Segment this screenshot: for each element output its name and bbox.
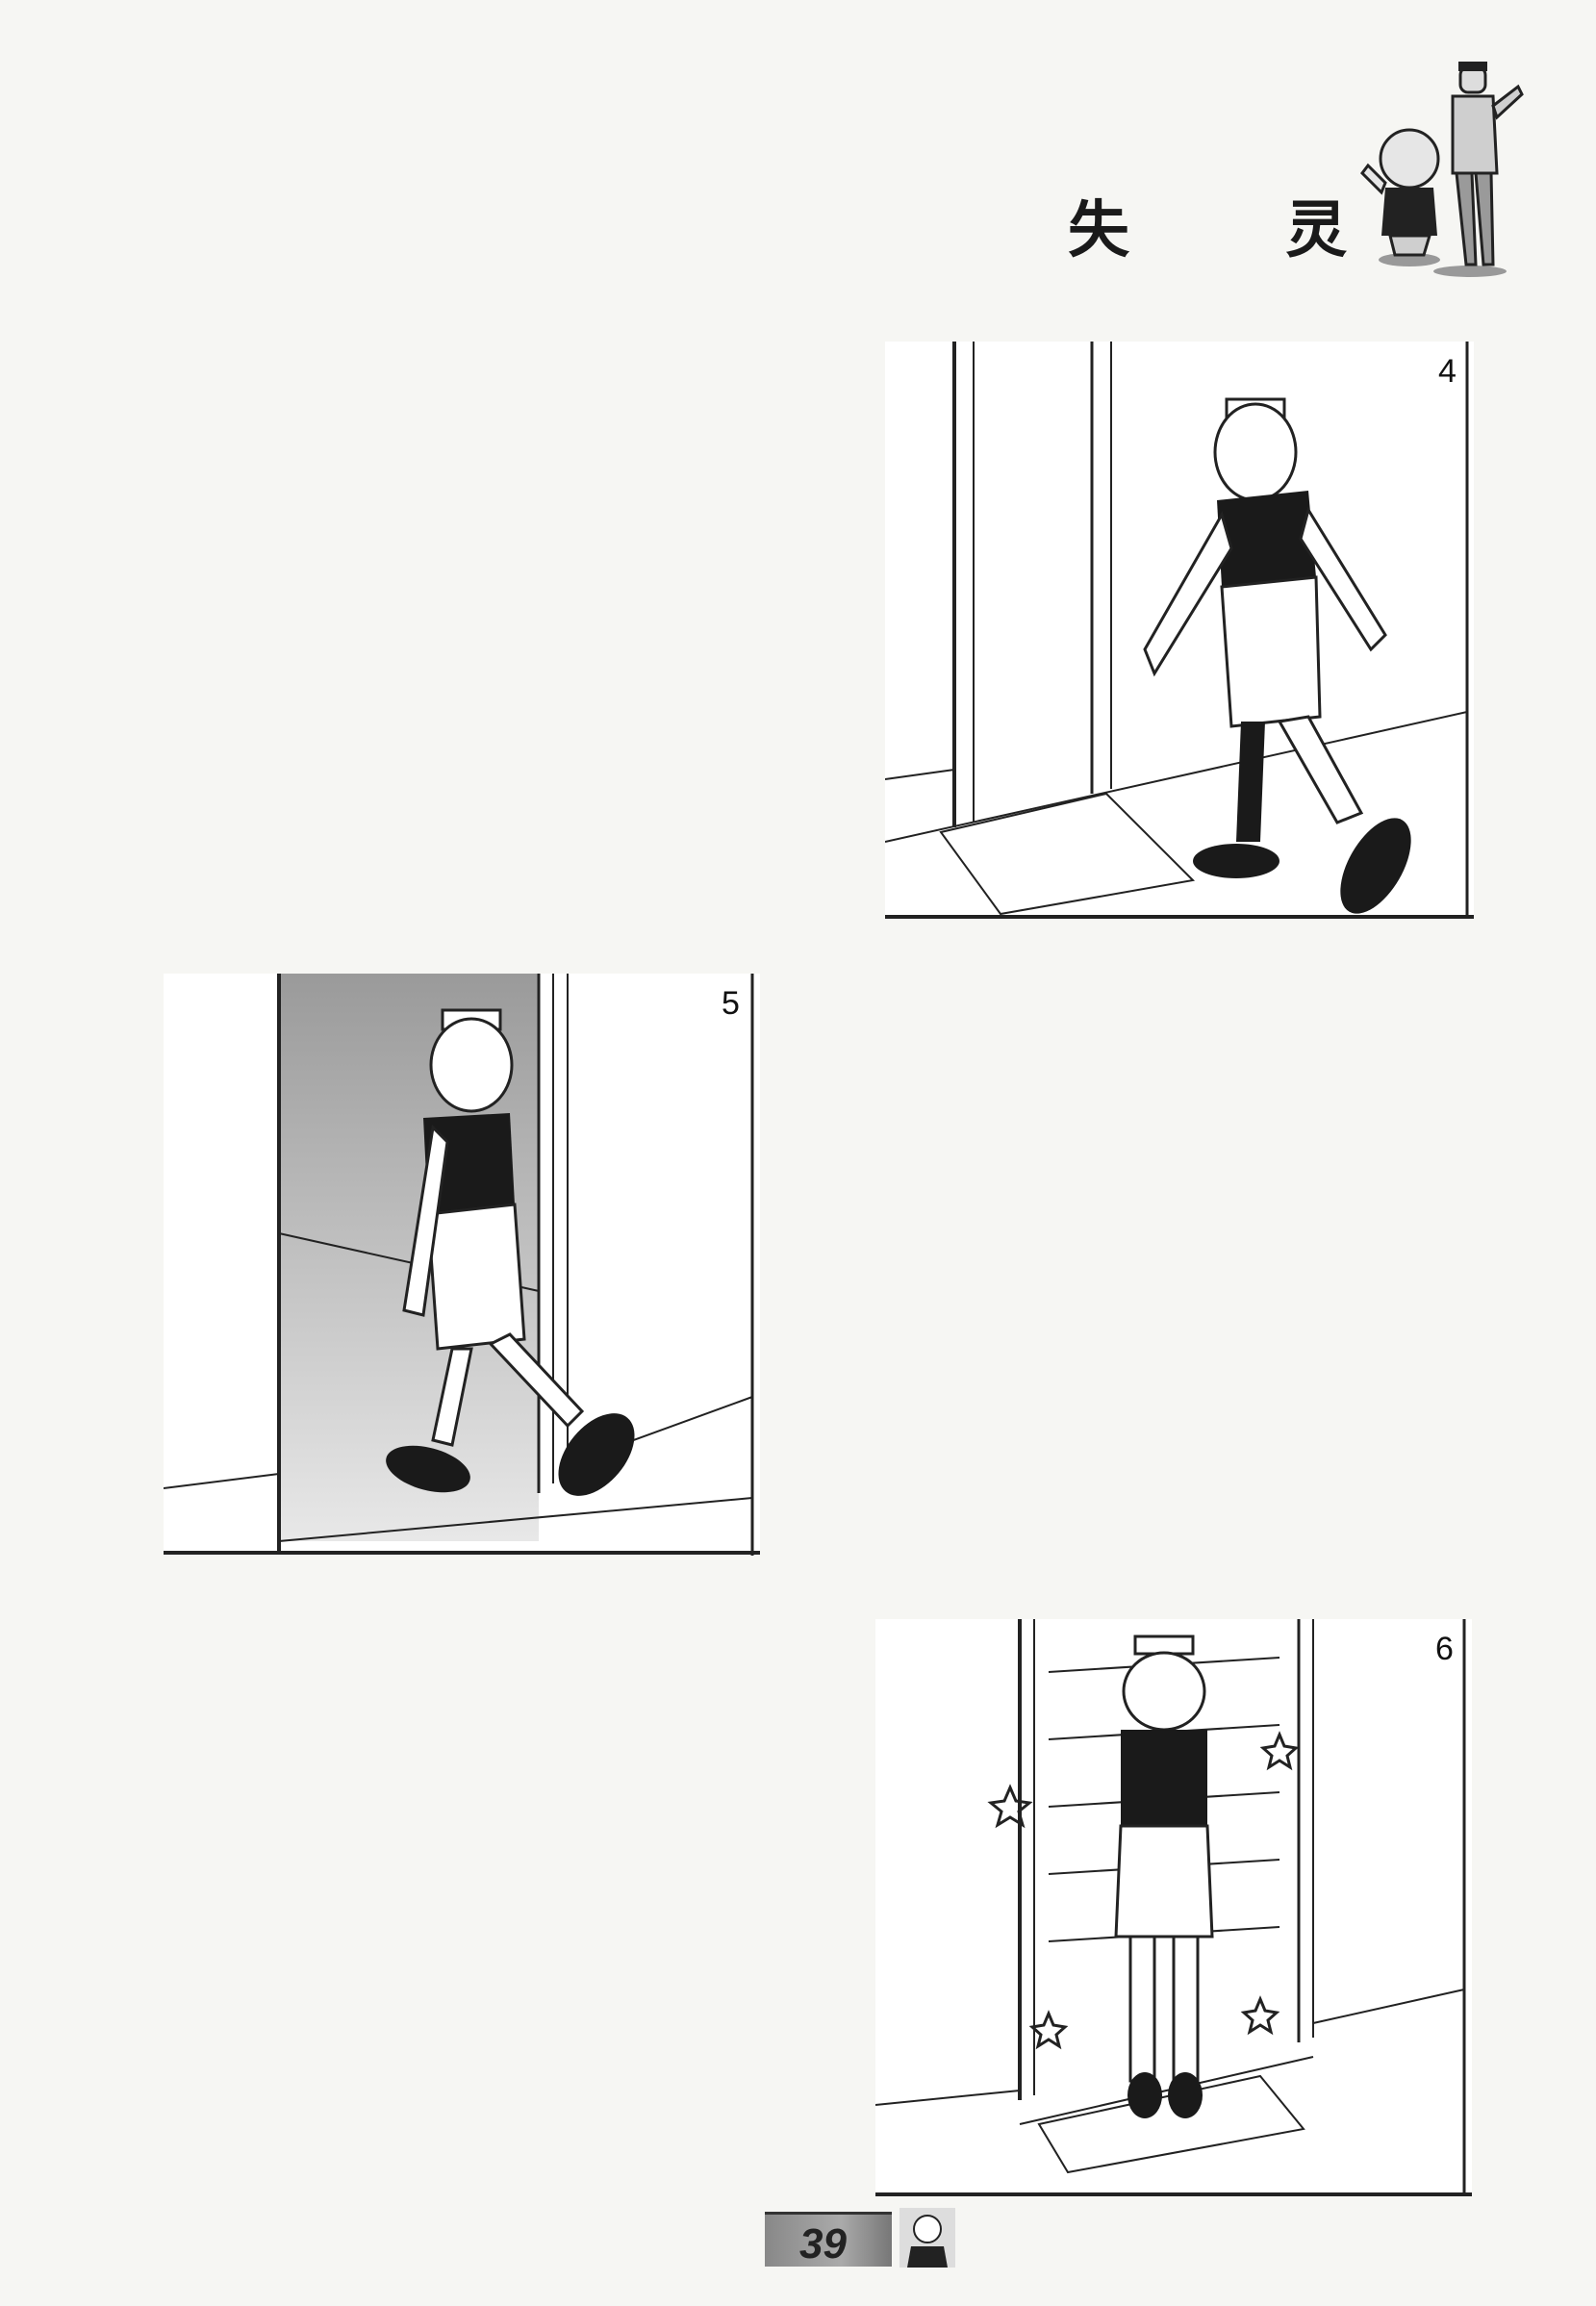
comic-panel-4: 4 bbox=[885, 342, 1474, 919]
panel-number: 5 bbox=[722, 985, 740, 1022]
panel-number: 4 bbox=[1438, 353, 1457, 390]
character-portrait-icon bbox=[899, 2208, 955, 2268]
page-footer: 39 bbox=[765, 2208, 957, 2269]
comic-panel-6: 6 bbox=[875, 1619, 1472, 2196]
page-number: 39 bbox=[799, 2220, 847, 2268]
page-title: 失 灵 bbox=[1068, 195, 1415, 266]
panel-number: 6 bbox=[1435, 1631, 1454, 1667]
two-characters-mascot-icon bbox=[1360, 62, 1524, 277]
page-number-box: 39 bbox=[765, 2212, 892, 2268]
comic-panel-5: 5 bbox=[164, 974, 760, 1556]
